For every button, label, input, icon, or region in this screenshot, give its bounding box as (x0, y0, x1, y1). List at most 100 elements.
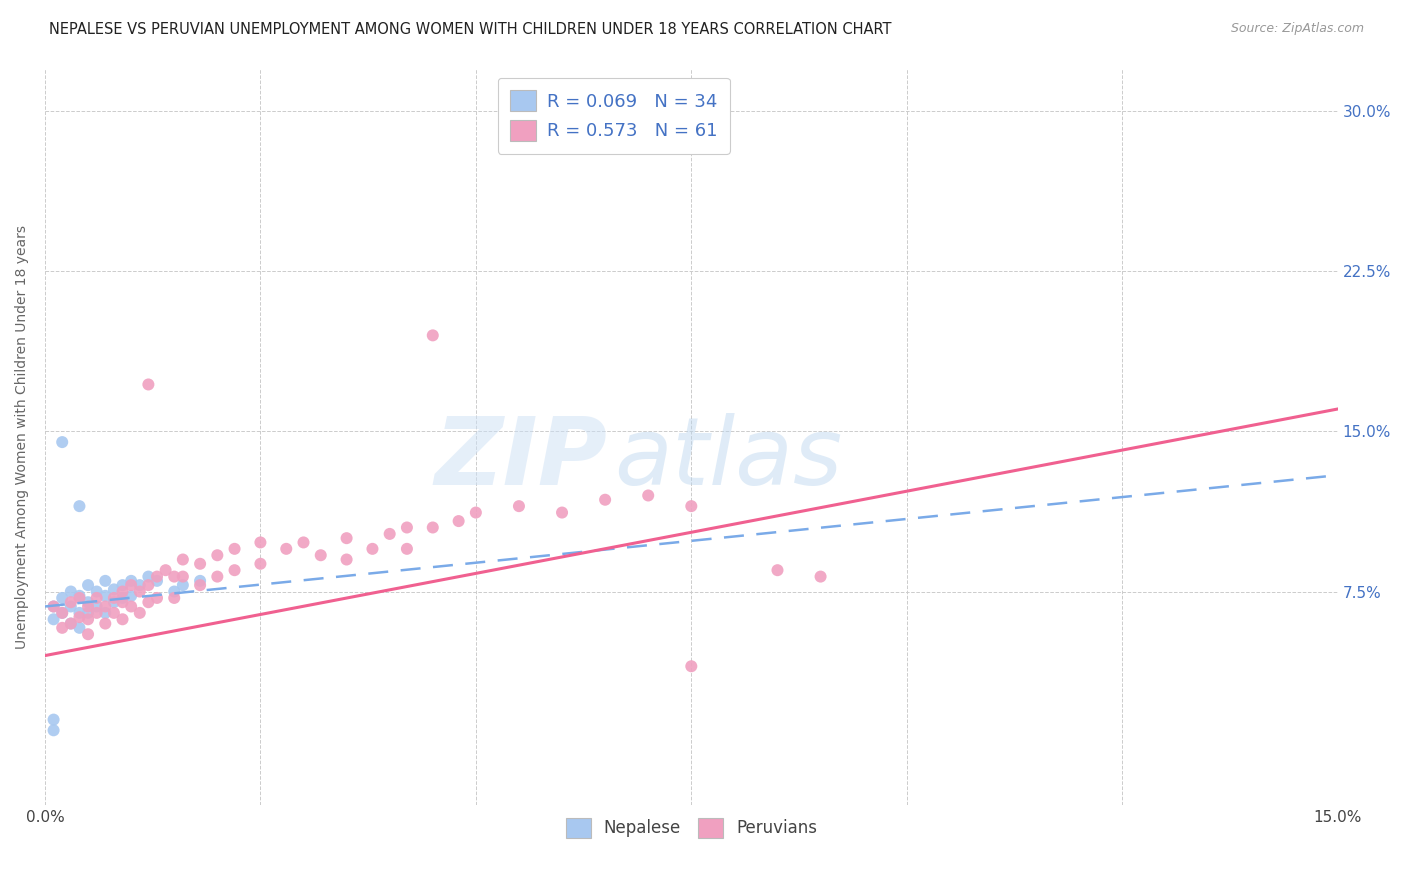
Point (188, 557, 211, 571)
Point (120, 589, 142, 603)
Point (551, 506, 574, 520)
Point (120, 578, 142, 592)
Point (94, 606, 117, 620)
Point (111, 584, 134, 599)
Point (464, 506, 486, 520)
Point (94, 574, 117, 588)
Point (103, 595, 125, 609)
Point (86, 599, 108, 614)
Point (138, 578, 160, 592)
Point (163, 584, 186, 599)
Point (138, 569, 160, 583)
Point (766, 563, 789, 577)
Y-axis label: Unemployment Among Women with Children Under 18 years: Unemployment Among Women with Children U… (15, 225, 30, 648)
Point (69, 621, 91, 635)
Point (422, 520, 444, 534)
Point (249, 535, 271, 549)
Point (77, 578, 100, 592)
Point (111, 578, 134, 592)
Point (51, 621, 73, 635)
Point (42, 599, 65, 614)
Point (69, 606, 91, 620)
Point (69, 591, 91, 605)
Point (447, 514, 470, 528)
Point (59, 584, 82, 599)
Text: NEPALESE VS PERUVIAN UNEMPLOYMENT AMONG WOMEN WITH CHILDREN UNDER 18 YEARS CORRE: NEPALESE VS PERUVIAN UNEMPLOYMENT AMONG … (49, 22, 891, 37)
Point (103, 582, 125, 597)
Point (42, 723, 65, 738)
Point (637, 488, 659, 502)
Point (292, 535, 315, 549)
Point (276, 541, 298, 556)
Point (59, 599, 82, 614)
Point (103, 606, 125, 620)
Point (128, 578, 150, 592)
Text: Source: ZipAtlas.com: Source: ZipAtlas.com (1230, 22, 1364, 36)
Point (111, 612, 134, 626)
Point (51, 606, 73, 620)
Point (94, 599, 117, 614)
Point (207, 569, 229, 583)
Point (94, 616, 117, 631)
Point (361, 541, 384, 556)
Point (77, 595, 100, 609)
Point (59, 595, 82, 609)
Point (336, 552, 359, 566)
Point (77, 627, 100, 641)
Point (42, 612, 65, 626)
Point (395, 520, 418, 534)
Point (172, 552, 194, 566)
Point (69, 610, 91, 624)
Point (378, 527, 401, 541)
Point (42, 713, 65, 727)
Point (224, 541, 246, 556)
Point (103, 591, 125, 605)
Point (207, 548, 229, 562)
Point (77, 599, 100, 614)
Text: ZIP: ZIP (434, 413, 607, 505)
Point (77, 606, 100, 620)
Point (51, 591, 73, 605)
Point (111, 591, 134, 605)
Point (172, 569, 194, 583)
Point (128, 584, 150, 599)
Point (336, 531, 359, 545)
Point (224, 563, 246, 577)
Point (69, 589, 91, 603)
Point (86, 606, 108, 620)
Point (422, 328, 444, 343)
Point (86, 584, 108, 599)
Point (128, 606, 150, 620)
Point (155, 563, 177, 577)
Point (681, 499, 703, 513)
Point (86, 591, 108, 605)
Point (51, 435, 73, 450)
Point (59, 616, 82, 631)
Point (395, 541, 418, 556)
Point (172, 578, 194, 592)
Point (508, 499, 530, 513)
Point (69, 499, 91, 513)
Point (77, 612, 100, 626)
Point (188, 578, 211, 592)
Point (120, 599, 142, 614)
Point (249, 557, 271, 571)
Point (51, 606, 73, 620)
Point (42, 599, 65, 614)
Point (59, 616, 82, 631)
Point (681, 659, 703, 673)
Point (111, 595, 134, 609)
Point (146, 569, 169, 583)
Point (163, 569, 186, 583)
Point (188, 574, 211, 588)
Point (120, 574, 142, 588)
Point (146, 591, 169, 605)
Point (138, 377, 160, 392)
Point (810, 569, 832, 583)
Point (138, 595, 160, 609)
Point (146, 574, 169, 588)
Text: atlas: atlas (614, 413, 842, 504)
Point (94, 589, 117, 603)
Point (309, 548, 332, 562)
Point (163, 591, 186, 605)
